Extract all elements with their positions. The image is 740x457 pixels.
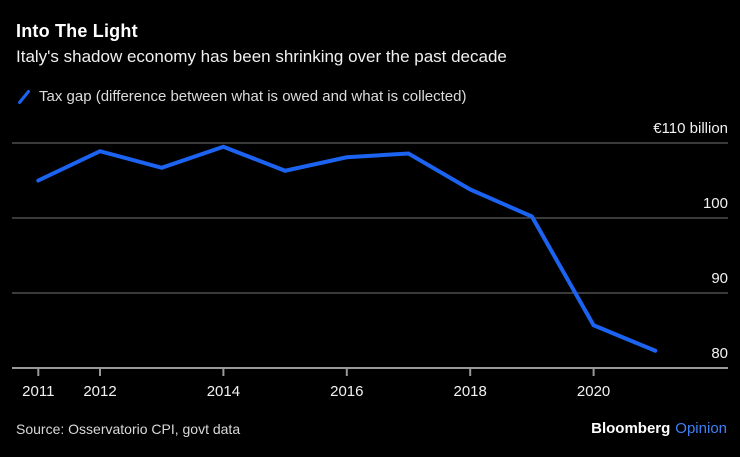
opinion-wordmark: Opinion <box>675 420 727 437</box>
bloomberg-opinion-logo: Bloomberg Opinion <box>591 420 727 438</box>
x-axis-label-2014: 2014 <box>206 383 241 400</box>
x-axis-label-2011: 2011 <box>22 383 55 400</box>
y-axis-label-90: 90 <box>711 270 728 287</box>
x-axis-label-2020: 2020 <box>576 383 611 400</box>
y-axis-label-100: 100 <box>702 195 728 212</box>
legend-line-icon <box>16 89 32 105</box>
x-axis-label-2012: 2012 <box>83 383 117 400</box>
bloomberg-wordmark: Bloomberg <box>591 420 671 437</box>
source-note: Source: Osservatorio CPI, govt data <box>16 421 241 437</box>
x-axis-label-2018: 2018 <box>453 383 487 400</box>
tax-gap-line-series <box>36 144 658 353</box>
legend-label: Tax gap (difference between what is owed… <box>39 88 467 105</box>
chart-subtitle: Italy's shadow economy has been shrinkin… <box>16 47 507 66</box>
x-axis-label-2016: 2016 <box>330 383 364 400</box>
page-title: Into The Light <box>16 21 138 41</box>
legend: Tax gap (difference between what is owed… <box>16 88 466 105</box>
y-axis-label-110: €110 billion <box>653 120 728 137</box>
y-axis-label-80: 80 <box>711 345 728 362</box>
